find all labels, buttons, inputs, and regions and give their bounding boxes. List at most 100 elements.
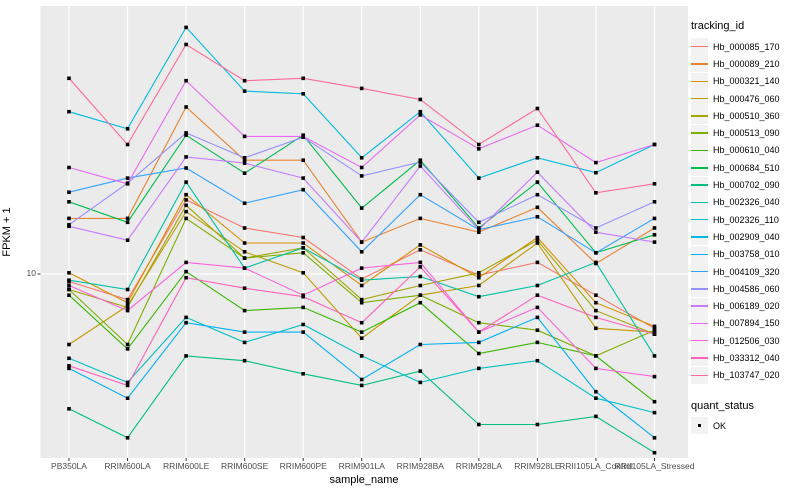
- data-point: [594, 326, 598, 331]
- data-point: [184, 203, 188, 208]
- legend-item-Hb_000702_090: Hb_000702_090: [691, 176, 799, 194]
- data-point: [477, 230, 481, 234]
- data-point: [535, 106, 540, 111]
- data-point: [242, 330, 247, 334]
- data-point: [301, 241, 305, 245]
- legend-item-Hb_007894_150: Hb_007894_150: [691, 314, 799, 332]
- legend-item-label: Hb_004109_320: [713, 266, 780, 277]
- data-point: [242, 78, 247, 83]
- data-point: [594, 389, 598, 394]
- legend-item-Hb_000513_090: Hb_000513_090: [691, 124, 799, 142]
- legend-item-Hb_004109_320: Hb_004109_320: [691, 263, 799, 280]
- data-point: [594, 170, 598, 175]
- data-point: [301, 372, 305, 376]
- data-point: [359, 283, 364, 288]
- data-point: [652, 142, 657, 147]
- data-point: [125, 220, 130, 225]
- data-point: [359, 86, 364, 91]
- data-point: [301, 294, 305, 299]
- data-point: [184, 105, 188, 109]
- data-point: [535, 170, 540, 174]
- data-point: [594, 230, 598, 234]
- data-point: [418, 274, 423, 279]
- data-point: [125, 142, 130, 147]
- data-point: [652, 410, 657, 415]
- legend-item-Hb_002326_110: Hb_002326_110: [691, 211, 799, 229]
- data-point: [652, 200, 657, 204]
- data-point: [301, 246, 305, 250]
- data-point: [535, 328, 540, 332]
- data-point: [301, 251, 305, 255]
- legend-item-label: Hb_000085_170: [713, 41, 780, 52]
- quant-status-label: OK: [713, 420, 727, 431]
- x-tick-label-RRII105LA_Control: RRII105LA_Control: [559, 461, 633, 471]
- data-point: [652, 324, 657, 329]
- data-point: [359, 156, 364, 160]
- data-point: [418, 260, 423, 265]
- data-point: [67, 356, 71, 361]
- legend-key-icon: [691, 159, 708, 177]
- data-point: [67, 224, 71, 229]
- data-point: [67, 190, 71, 194]
- data-point: [477, 320, 481, 325]
- data-point: [67, 200, 71, 204]
- data-point: [594, 308, 598, 313]
- legend-key-icon: [691, 72, 708, 90]
- data-point: [125, 216, 130, 221]
- legend-key-icon: [691, 176, 708, 194]
- data-point: [67, 278, 71, 282]
- legend-item-Hb_000610_040: Hb_000610_040: [691, 141, 799, 159]
- data-point: [535, 241, 540, 245]
- legend-item-label: Hb_000089_210: [713, 58, 780, 69]
- x-tick-label-RRIM600LE: RRIM600LE: [162, 461, 210, 471]
- legend-item-Hb_012506_030: Hb_012506_030: [691, 332, 799, 350]
- data-point: [125, 176, 130, 180]
- legend-item-Hb_033312_040: Hb_033312_040: [691, 349, 799, 367]
- data-point: [184, 131, 188, 135]
- x-tick-label-RRIM600SE: RRIM600SE: [221, 461, 269, 471]
- data-point: [477, 227, 481, 232]
- data-point: [418, 216, 423, 221]
- x-tick-label-RRIM600PE: RRIM600PE: [279, 461, 327, 471]
- legend-item-Hb_000085_170: Hb_000085_170: [691, 38, 799, 56]
- data-point: [184, 354, 188, 358]
- data-point: [242, 134, 247, 139]
- data-point: [125, 300, 130, 305]
- data-point: [418, 109, 423, 114]
- data-point: [418, 283, 423, 288]
- x-tick-label-RRIM928BA: RRIM928BA: [396, 461, 444, 471]
- legend-item-Hb_000510_360: Hb_000510_360: [691, 107, 799, 125]
- data-point: [477, 220, 481, 225]
- data-point: [652, 374, 657, 379]
- data-point: [301, 134, 305, 139]
- data-point: [594, 293, 598, 297]
- data-point: [652, 450, 657, 455]
- y-axis-tick-label: 10: [26, 268, 36, 278]
- data-point: [184, 216, 188, 221]
- data-point: [359, 330, 364, 334]
- data-point: [477, 142, 481, 147]
- data-point: [535, 305, 540, 310]
- data-point: [359, 266, 364, 270]
- data-point: [535, 315, 540, 320]
- legend-key-icon: [691, 245, 708, 263]
- data-point: [125, 380, 130, 385]
- data-point: [652, 328, 657, 332]
- data-point: [184, 78, 188, 83]
- data-point: [652, 354, 657, 358]
- data-point: [301, 92, 305, 96]
- data-point: [242, 340, 247, 345]
- legend-item-label: Hb_006189_020: [713, 301, 780, 312]
- data-point: [242, 201, 247, 205]
- data-point: [418, 97, 423, 102]
- legend-item-label: Hb_012506_030: [713, 335, 780, 346]
- data-point: [359, 165, 364, 170]
- legend-item-label: Hb_004586_060: [713, 283, 780, 294]
- data-point: [301, 322, 305, 327]
- data-point: [418, 369, 423, 373]
- data-point: [359, 174, 364, 178]
- data-point: [652, 216, 657, 221]
- data-point: [477, 366, 481, 371]
- data-point: [67, 364, 71, 368]
